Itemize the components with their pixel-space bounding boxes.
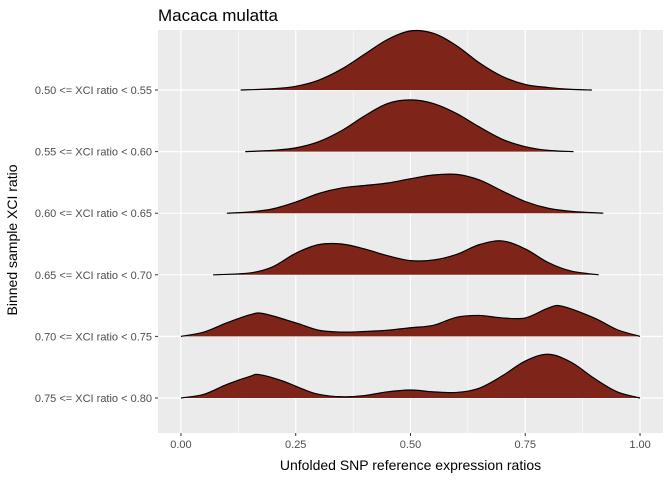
y-tick-label: 0.75 <= XCI ratio < 0.80: [35, 393, 152, 405]
ridge-line-0-60-0-65: [226, 173, 604, 214]
ridge-line-0-55-0-60: [245, 99, 574, 153]
ridge-area-0-65-0-70: [213, 240, 599, 275]
ridge-area-0-60-0-65: [226, 174, 604, 214]
ridge-area-0-70-0-75: [180, 305, 641, 337]
y-tick-label: 0.70 <= XCI ratio < 0.75: [35, 331, 152, 343]
y-tick-label: 0.65 <= XCI ratio < 0.70: [35, 270, 152, 282]
x-tick-label: 0.25: [285, 439, 306, 451]
y-axis: 0.50 <= XCI ratio < 0.55 0.55 <= XCI rati…: [35, 85, 158, 405]
x-tick-label: 0.50: [400, 439, 421, 451]
x-tick-label: 0.75: [515, 439, 536, 451]
ridges: [180, 29, 641, 399]
x-tick-label: 0.00: [170, 439, 191, 451]
x-axis-title: Unfolded SNP reference expression ratios: [280, 457, 541, 473]
ridge-line-0-75-0-80: [180, 353, 641, 399]
ridge-line-0-70-0-75: [180, 304, 641, 337]
ridge-line-0-65-0-70: [213, 240, 599, 276]
chart-title: Macaca mulatta: [158, 6, 279, 25]
ridge-area-0-75-0-80: [180, 354, 641, 398]
y-tick-label: 0.50 <= XCI ratio < 0.55: [35, 85, 152, 97]
ridge-line-0-50-0-55: [240, 29, 592, 91]
y-tick-label: 0.55 <= XCI ratio < 0.60: [35, 147, 152, 159]
y-axis-title: Binned sample XCI ratio: [4, 164, 20, 315]
ridge-area-0-50-0-55: [240, 30, 592, 90]
x-axis: 0.00 0.25 0.50 0.75 1.00: [170, 433, 651, 451]
y-tick-label: 0.60 <= XCI ratio < 0.65: [35, 208, 152, 220]
x-tick-label: 1.00: [629, 439, 650, 451]
